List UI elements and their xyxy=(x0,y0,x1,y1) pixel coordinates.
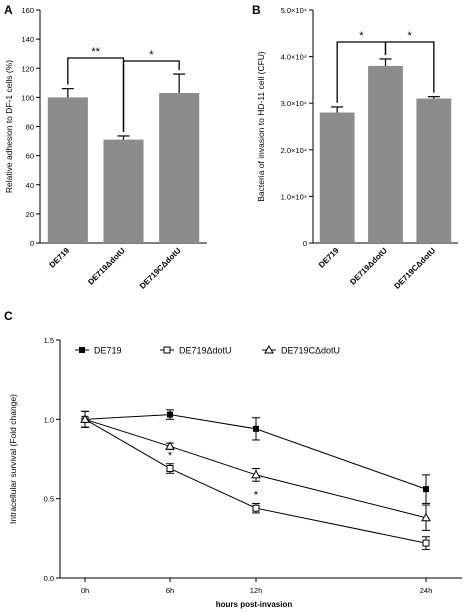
data-point xyxy=(422,539,430,547)
series-line xyxy=(84,418,427,519)
significance-bracket xyxy=(384,41,435,93)
legend: DE719 DE719ΔdotU DE719CΔdotU xyxy=(75,344,340,356)
bar xyxy=(159,93,200,243)
y-tick-label: 20 xyxy=(26,210,34,219)
significance-label: * xyxy=(254,489,259,501)
panel-c-line-chart: 0.0 0.5 1.0 1.5 0h 6h 12h 24h Intracellular surv… xyxy=(8,336,462,609)
bar xyxy=(47,97,88,243)
legend-label: DE719CΔdotU xyxy=(281,346,340,356)
y-tick-label: 4.0×10⁴ xyxy=(281,53,307,62)
y-tick-label: 40 xyxy=(26,181,34,190)
y-axis-title: Relative adhesion to DF-1 cells (%) xyxy=(4,60,14,193)
significance-label: * xyxy=(168,450,173,462)
panel-c-letter: C xyxy=(4,309,13,323)
category-label: DE719 xyxy=(317,246,341,270)
y-tick-label: 1.0×10⁴ xyxy=(281,192,307,201)
x-tick-label: 6h xyxy=(166,586,174,595)
y-tick-label: 2.0×10⁴ xyxy=(281,146,307,155)
y-tick-label: 80 xyxy=(26,123,34,132)
y-tick-label: 120 xyxy=(21,64,34,73)
data-point xyxy=(165,441,175,450)
panel-b-letter: B xyxy=(252,3,261,17)
data-point xyxy=(251,469,261,479)
panel-b-bar-chart: 0 1.0×10⁴ 2.0×10⁴ 3.0×10⁴ 4.0×10⁴ 5.0×10⁴ Bact… xyxy=(256,6,458,291)
bar xyxy=(103,139,144,243)
y-tick-label: 0 xyxy=(303,239,307,248)
series-line xyxy=(84,418,427,544)
y-tick-label: 140 xyxy=(21,35,34,44)
y-tick-label: 0.0 xyxy=(44,574,54,583)
category-label: DE719 xyxy=(48,246,72,270)
series-line xyxy=(84,414,427,490)
legend-label: DE719 xyxy=(94,346,122,356)
legend-marker xyxy=(163,346,171,354)
significance-label: * xyxy=(359,30,364,42)
data-point xyxy=(166,465,174,473)
y-tick-label: 160 xyxy=(21,6,34,15)
category-label: DE719CΔdotU xyxy=(393,246,438,291)
data-point xyxy=(421,512,431,522)
y-tick-label: 100 xyxy=(21,93,34,102)
x-tick-label: 12h xyxy=(250,586,263,595)
x-axis-title: hours post-invasion xyxy=(216,600,293,609)
bar xyxy=(416,98,452,243)
y-tick-label: 3.0×10⁴ xyxy=(281,99,307,108)
legend-label: DE719ΔdotU xyxy=(179,346,232,356)
legend-marker xyxy=(264,344,274,354)
panel-a-bar-chart: 0 20 40 60 80 100 120 140 160 Relative adhesion t… xyxy=(4,6,207,291)
significance-bracket xyxy=(122,60,180,132)
y-axis-title: Bacteria of invasion to HD-11 cell (CFU) xyxy=(256,51,266,202)
data-point xyxy=(253,425,259,432)
data-point xyxy=(167,411,173,418)
legend-marker xyxy=(79,347,85,353)
category-label: DE719CΔdotU xyxy=(138,246,183,291)
significance-label: ** xyxy=(91,46,100,58)
bar xyxy=(368,65,403,243)
x-tick-label: 24h xyxy=(420,586,433,595)
bar xyxy=(319,112,355,244)
y-tick-label: 0.5 xyxy=(44,495,54,504)
data-point xyxy=(80,414,90,423)
y-tick-label: 60 xyxy=(26,152,34,161)
category-label: DE719ΔdotU xyxy=(86,246,127,287)
x-tick-label: 0h xyxy=(81,586,89,595)
significance-label: * xyxy=(149,49,154,61)
y-tick-label: 1.0 xyxy=(44,415,54,424)
category-label: DE719ΔdotU xyxy=(348,246,389,287)
data-point xyxy=(252,504,260,512)
significance-label: * xyxy=(408,30,413,42)
panel-a-letter: A xyxy=(4,3,13,17)
y-tick-label: 1.5 xyxy=(44,336,54,345)
y-tick-label: 0 xyxy=(30,239,34,248)
y-tick-label: 5.0×10⁴ xyxy=(281,6,307,15)
data-point xyxy=(423,486,429,493)
y-axis-title: Intracellular survival (Fold change) xyxy=(8,394,18,524)
